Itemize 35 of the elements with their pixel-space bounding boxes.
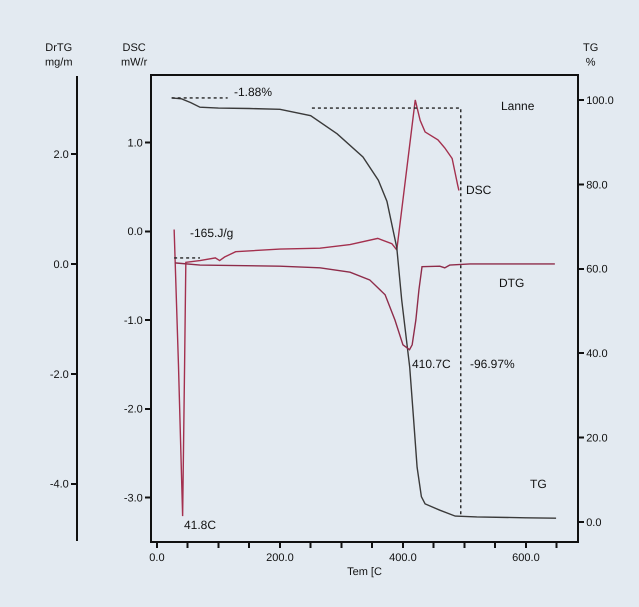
y-axis-title: DSC mW/r: [121, 42, 148, 68]
text: TG: [530, 477, 547, 491]
line-series: [170, 97, 557, 519]
line-series: [173, 99, 460, 517]
annotation: -1.88%: [234, 85, 272, 99]
y2-tick-label: 40.0: [586, 348, 608, 360]
x-tick-label: 200.0: [266, 552, 294, 564]
y3-tick-label: 2.0: [54, 148, 69, 161]
annotation: Lanne: [501, 99, 535, 113]
y-tick-label: -1.0: [124, 314, 143, 327]
y3-tick-label: -2.0: [50, 368, 69, 381]
annotation: -165.J/g: [190, 226, 234, 240]
x-tick-label: 600.0: [512, 552, 540, 564]
line-series: [174, 262, 556, 350]
y2-tick-label: 20.0: [586, 432, 608, 444]
annotation: 410.7C: [412, 357, 452, 371]
y-tick-label: -3.0: [124, 492, 143, 504]
x-axis-title: Tem [C: [347, 566, 382, 578]
series-label: DSC: [466, 183, 492, 197]
series-label: DTG: [499, 276, 524, 290]
y-tick-label: -2.0: [124, 404, 143, 416]
y-tick-label: 1.0: [128, 137, 143, 150]
y2-tick-label: 80.0: [586, 179, 608, 192]
y3-tick-label: -4.0: [50, 478, 69, 491]
y2-tick-label: 100.0: [586, 94, 614, 107]
y2-tick-label: 0.0: [586, 516, 602, 529]
y2-tick-label: 60.0: [586, 264, 608, 276]
y3-tick-label: 0.0: [54, 258, 69, 271]
y-tick-label: 0.0: [128, 226, 143, 238]
annotation: -96.97%: [470, 357, 516, 371]
annotation: 41.8C: [184, 518, 216, 532]
y3-axis-title: DrTG mg/m: [45, 42, 72, 68]
x-tick-label: 400.0: [389, 552, 417, 564]
x-tick-label: 0.0: [149, 552, 165, 564]
y2-axis-title: TG %: [583, 42, 598, 68]
